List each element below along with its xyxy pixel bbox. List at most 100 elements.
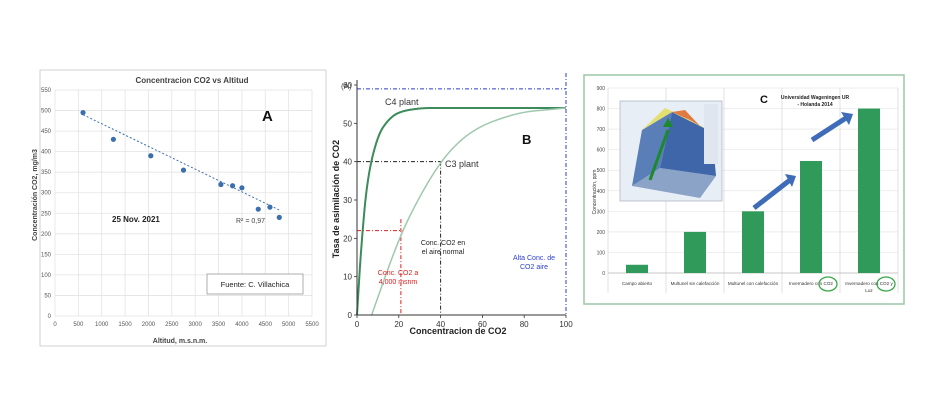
panel-a-point (110, 136, 117, 142)
panel-a-x-tick: 4000 (235, 322, 249, 328)
panel-c-bar (684, 231, 706, 273)
panel-b-x-tick: 0 (355, 320, 360, 329)
panel-a-point (267, 204, 273, 210)
panel-c-y-tick: 100 (597, 250, 606, 256)
panel-a-x-tick: 1500 (118, 322, 132, 328)
panel-c-bar (800, 160, 822, 273)
panel-a-y-tick: 0 (48, 314, 52, 320)
panel-a-y-tick: 350 (41, 170, 52, 176)
panel-b-y-tick: 10 (343, 273, 352, 282)
panel-a-x-tick: 3000 (189, 322, 203, 328)
panel-a-r2: R² = 0,97 (236, 218, 265, 225)
panel-b-conc-4000-line1: Conc. CO2 a (378, 270, 419, 277)
panel-a-point (180, 167, 187, 173)
panel-c-category-labels: Campo abierto Multunel sin calefacción Mul… (622, 281, 894, 293)
panel-a-x-tick: 2000 (142, 322, 156, 328)
panel-a-trendline (82, 114, 280, 211)
panel-a-source: Fuente: C. Villachica (221, 280, 290, 289)
panel-a-x-tick: 4500 (259, 322, 273, 328)
panel-c-co2-highlight-1 (818, 276, 838, 292)
panel-c-y-tick: 600 (597, 148, 606, 154)
panel-b-c4-label: C4 plant (385, 97, 419, 107)
panel-a-title: Concentracion CO2 vs Altitud (135, 76, 248, 85)
panel-b-c3-label: C3 plant (445, 159, 479, 169)
panel-b-x-tick: 20 (394, 320, 403, 329)
panel-c-y-tick: 300 (597, 209, 606, 215)
panel-a-y-ticks: 0 50 100 150 200 250 300 350 400 450 500 550 (41, 88, 52, 320)
panel-a-y-tick: 400 (41, 150, 52, 156)
panel-c-category-label: Luz (865, 288, 873, 293)
panel-a-y-tick: 50 (44, 293, 51, 299)
panel-c-category-label: Invernadero con CO2 y (845, 281, 893, 286)
panel-c: 0 100 200 300 400 500 600 700 800 900 Campo abier… (583, 74, 905, 305)
panel-a-point (148, 153, 154, 159)
panel-a-x-tick: 5000 (282, 322, 296, 328)
panel-c-bar (626, 264, 648, 273)
panel-c-category-label: Invernadero con CO2 (789, 281, 833, 286)
panel-c-y-tick: 500 (597, 168, 606, 174)
panel-a-y-tick: 500 (41, 109, 52, 115)
panel-a-y-tick: 300 (41, 191, 52, 197)
panel-a-x-tick: 2500 (165, 322, 179, 328)
panel-c-category-label: Multunel sin calefacción (671, 281, 720, 286)
panel-c-y-tick: 0 (602, 271, 605, 277)
panel-a-y-tick: 550 (41, 88, 52, 94)
panel-a-y-tick: 250 (41, 211, 52, 217)
panel-a-letter: A (262, 108, 273, 125)
panel-c-category-label: Campo abierto (622, 281, 653, 286)
panel-a-x-tick: 3500 (212, 322, 226, 328)
panel-a-grid (54, 89, 313, 317)
panel-b-x-tick: 40 (436, 320, 445, 329)
panel-c-y-tick: 200 (597, 230, 606, 236)
panel-a-y-tick: 100 (41, 273, 52, 279)
panel-c-growth-arrows (752, 112, 853, 210)
panel-c-inset-image (619, 100, 723, 202)
panel-a-points (80, 110, 282, 220)
panel-b-x-axis-label: Concentracion de CO2 (409, 326, 506, 336)
panel-b-y-tick: 20 (343, 234, 352, 243)
panel-b-y-tick: 30 (343, 196, 352, 205)
panel-c-y-tick: 900 (597, 86, 606, 92)
panel-c-category-label: Multunel con calefacción (728, 281, 779, 286)
panel-c-y-axis-label: Concentración, ppm (592, 170, 598, 215)
panel-a-x-tick: 0 (53, 322, 57, 328)
panel-b-normal-air-line2: el aire normal (422, 249, 465, 256)
panel-a-x-ticks: 0 500 1000 1500 2000 2500 3000 3500 4000 4500 5000… (53, 322, 319, 328)
panel-a-x-axis-label: Altitud, m.s.n.m. (153, 338, 208, 345)
panel-c-y-tick: 400 (597, 189, 606, 195)
panel-b-c4-curve (356, 106, 566, 316)
panel-c-bar (742, 211, 764, 273)
panel-b-high-conc-line1: Alta Conc. de (513, 255, 555, 262)
panel-a-y-axis-label: Concentración CO2, mg/m3 (32, 149, 39, 241)
panel-a-y-tick: 150 (41, 252, 52, 258)
panel-a-y-tick: 450 (41, 129, 52, 135)
panel-a-x-tick: 1000 (95, 322, 109, 328)
panel-a-date: 25 Nov. 2021 (112, 215, 160, 224)
panel-a-point (255, 206, 261, 212)
panel-c-bar (858, 108, 880, 273)
panel-b-x-tick: 60 (478, 320, 487, 329)
panel-a-point (276, 214, 282, 220)
panel-c-arrow-2 (810, 115, 848, 143)
panel-a-point (80, 110, 86, 116)
panel-b-y-ticks: 0 10 20 30 40 50 60 (343, 81, 357, 320)
panel-a-frame (39, 69, 327, 347)
panel-b-high-conc-line2: CO2 aire (520, 264, 548, 271)
panel-b-y-tick: 0 (348, 311, 353, 320)
panel-b-y-tick: 40 (343, 158, 352, 167)
panel-c-y-tick: 700 (597, 127, 606, 133)
panel-a-x-tick: 5500 (305, 322, 319, 328)
panel-c-source-line1: Universidad Wageningen UR (781, 95, 850, 101)
panel-c-inset-arrow (648, 129, 670, 181)
panel-b-x-tick: 100 (559, 320, 573, 329)
panel-c-bars (626, 108, 880, 273)
panel-b-normal-air-line1: Conc. CO2 en (421, 240, 465, 247)
panel-a-point (239, 185, 245, 191)
panel-a-y-tick: 200 (41, 232, 52, 238)
panel-c-letter: C (760, 94, 768, 106)
panel-c-arrow-1 (752, 178, 792, 210)
panel-b-y-axis-label: Tasa de asimilación de CO2 (331, 140, 341, 258)
panel-c-y-ticks: 0 100 200 300 400 500 600 700 800 900 (597, 86, 606, 277)
